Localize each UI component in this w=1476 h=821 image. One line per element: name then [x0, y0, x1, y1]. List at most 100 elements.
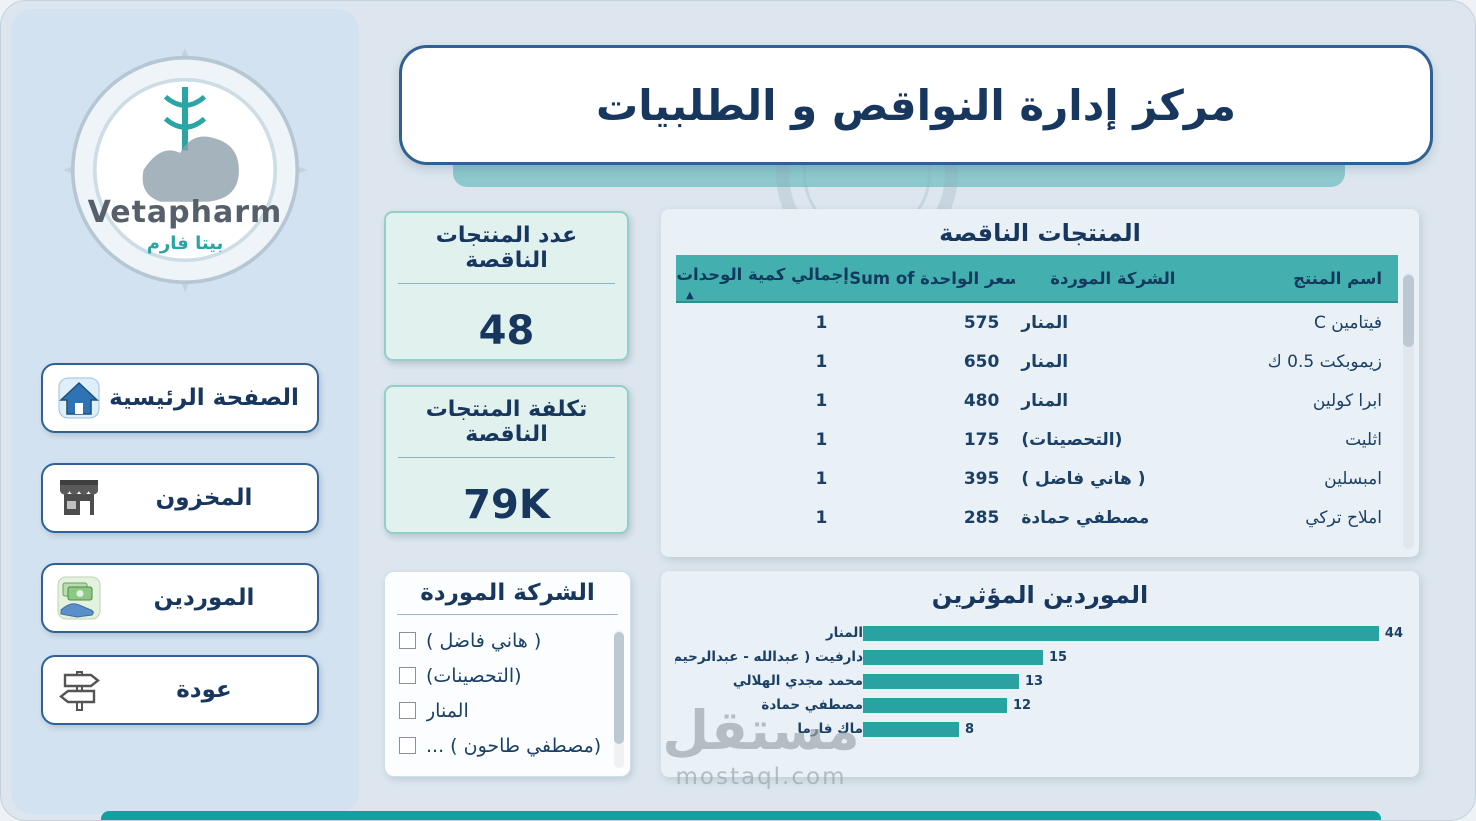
- kpi-missing-products-cost: تكلفة المنتجات الناقصة 79K: [384, 385, 629, 534]
- filter-scrollbar-thumb[interactable]: [614, 632, 624, 744]
- product-cell: فيتامين C: [1313, 312, 1382, 333]
- quantity-cell: 1: [815, 351, 828, 372]
- filter-option-label: ( هاني فاضل ): [426, 629, 542, 652]
- sidebar-item-label: الصفحة الرئيسية: [109, 385, 299, 411]
- sidebar-item-home[interactable]: الصفحة الرئيسية: [41, 363, 319, 433]
- bar-chart-row: ماك فارما 8: [675, 717, 1403, 741]
- supplier-cell: ( هاني فاضل ): [1021, 468, 1146, 489]
- supplier-cell: المنار: [1021, 351, 1069, 372]
- bar-track: 13: [863, 673, 1403, 689]
- table-row[interactable]: اثليت (التحصينات) 175 1: [676, 420, 1398, 459]
- table-title: المنتجات الناقصة: [939, 219, 1141, 247]
- bar-track: 12: [863, 697, 1403, 713]
- sort-ascending-icon[interactable]: ▲: [686, 290, 694, 301]
- supplier-cell: (التحصينات): [1021, 429, 1123, 450]
- product-cell: امبسلين: [1324, 468, 1382, 489]
- column-header-quantity[interactable]: إجمالي كمية الوحدات ▲: [676, 255, 849, 301]
- product-cell: زيموبكت 0.5 ك: [1267, 351, 1382, 372]
- column-header-product[interactable]: اسم المنتج: [1293, 268, 1382, 288]
- filter-option-label: (مصطفي طاحون ) ...: [426, 734, 602, 757]
- bar[interactable]: [863, 625, 1379, 641]
- table-scrollbar[interactable]: [1403, 273, 1414, 549]
- price-cell: 480: [963, 390, 1000, 411]
- sidebar-item-label: عودة: [176, 677, 232, 703]
- sidebar-item-inventory[interactable]: المخزون: [41, 463, 319, 533]
- supplier-filter-card: الشركة الموردة ( هاني فاضل ) (التحصينات)…: [384, 571, 631, 777]
- supplier-cell: المنار: [1021, 312, 1069, 333]
- sidebar-item-label: الموردين: [153, 585, 255, 611]
- bar[interactable]: [863, 721, 959, 737]
- filter-scrollbar[interactable]: [614, 630, 624, 768]
- kpi-title: عدد المنتجات الناقصة: [398, 223, 615, 284]
- bar-value-label: 15: [1049, 649, 1068, 665]
- filter-option[interactable]: (التحصينات): [399, 658, 616, 693]
- column-header-quantity-label: إجمالي كمية الوحدات: [676, 265, 849, 284]
- bar-chart: المنار 44 دارفيت ( عبدالله - عبدالرحيم )…: [675, 621, 1403, 741]
- checkbox[interactable]: [399, 632, 416, 649]
- top-suppliers-chart-panel: الموردين المؤثرين المنار 44 دارفيت ( عبد…: [661, 571, 1419, 777]
- table-row[interactable]: امبسلين ( هاني فاضل ) 395 1: [676, 459, 1398, 498]
- bar-chart-row: مصطفي حمادة 12: [675, 693, 1403, 717]
- bar-category-label: مصطفي حمادة: [761, 697, 863, 713]
- kpi-value: 48: [478, 308, 535, 354]
- supplier-cell: مصطفي حمادة: [1021, 507, 1150, 528]
- checkbox[interactable]: [399, 702, 416, 719]
- kpi-missing-products-count: عدد المنتجات الناقصة 48: [384, 211, 629, 361]
- bar-track: 15: [863, 649, 1403, 665]
- bar[interactable]: [863, 697, 1007, 713]
- price-cell: 650: [963, 351, 1000, 372]
- quantity-cell: 1: [815, 429, 828, 450]
- table-row[interactable]: فيتامين C المنار 575 1: [676, 303, 1398, 342]
- table-header-row: اسم المنتج الشركة الموردة Sum of سعر الو…: [676, 255, 1398, 303]
- bar-value-label: 44: [1384, 625, 1403, 641]
- column-header-price[interactable]: Sum of سعر الواحدة: [849, 268, 1016, 288]
- sidebar-item-suppliers[interactable]: الموردين: [41, 563, 319, 633]
- logo-name: Vetapharm: [87, 195, 283, 230]
- supplier-cell: المنار: [1021, 390, 1069, 411]
- table-row[interactable]: زيموبكت 0.5 ك المنار 650 1: [676, 342, 1398, 381]
- table-row[interactable]: املاح تركي مصطفي حمادة 285 1: [676, 498, 1398, 537]
- missing-products-table-panel: المنتجات الناقصة اسم المنتج الشركة المور…: [661, 209, 1419, 557]
- filter-option[interactable]: ( هاني فاضل ): [399, 623, 616, 658]
- bar[interactable]: [863, 649, 1043, 665]
- filter-title: الشركة الموردة: [397, 572, 618, 615]
- bar-value-label: 12: [1013, 697, 1032, 713]
- chart-title: الموردين المؤثرين: [931, 581, 1149, 609]
- kpi-title: تكلفة المنتجات الناقصة: [398, 397, 615, 458]
- logo-graphic: [63, 48, 307, 292]
- checkbox[interactable]: [399, 667, 416, 684]
- bar-category-label: ماك فارما: [797, 721, 863, 737]
- checkbox[interactable]: [399, 737, 416, 754]
- filter-option[interactable]: المنار: [399, 693, 616, 728]
- filter-option[interactable]: (مصطفي طاحون ) ...: [399, 728, 616, 763]
- bar-value-label: 8: [965, 721, 975, 737]
- bar-category-label: دارفيت ( عبدالله - عبدالرحيم ): [675, 649, 863, 665]
- storefront-icon: [55, 474, 103, 522]
- filter-option-label: (التحصينات): [426, 664, 522, 687]
- home-icon: [55, 374, 103, 422]
- bar-track: 8: [863, 721, 1403, 737]
- sidebar: Vetapharm بيتا فارم الصفحة الرئيسية المخ…: [11, 9, 359, 814]
- bar-chart-row: المنار 44: [675, 621, 1403, 645]
- bar-value-label: 13: [1025, 673, 1044, 689]
- logo-arabic-name: بيتا فارم: [146, 233, 224, 254]
- price-cell: 175: [963, 429, 1000, 450]
- column-header-supplier[interactable]: الشركة الموردة: [1050, 268, 1176, 288]
- product-cell: ابرا كولين: [1312, 390, 1382, 411]
- vetapharm-logo: Vetapharm بيتا فارم: [63, 47, 307, 293]
- quantity-cell: 1: [815, 312, 828, 333]
- bar-track: 44: [863, 625, 1403, 641]
- money-hand-icon: [55, 574, 103, 622]
- bar-chart-row: محمد مجدي الهلالي 13: [675, 669, 1403, 693]
- bar-category-label: محمد مجدي الهلالي: [732, 673, 863, 689]
- product-cell: املاح تركي: [1305, 507, 1382, 528]
- signpost-icon: [55, 666, 103, 714]
- price-cell: 395: [963, 468, 1000, 489]
- table-row[interactable]: ابرا كولين المنار 480 1: [676, 381, 1398, 420]
- filter-options-list: ( هاني فاضل ) (التحصينات) المنار (مصطفي …: [385, 615, 630, 763]
- table-scrollbar-thumb[interactable]: [1403, 275, 1414, 347]
- bar[interactable]: [863, 673, 1019, 689]
- product-cell: اثليت: [1345, 429, 1382, 450]
- sidebar-item-back[interactable]: عودة: [41, 655, 319, 725]
